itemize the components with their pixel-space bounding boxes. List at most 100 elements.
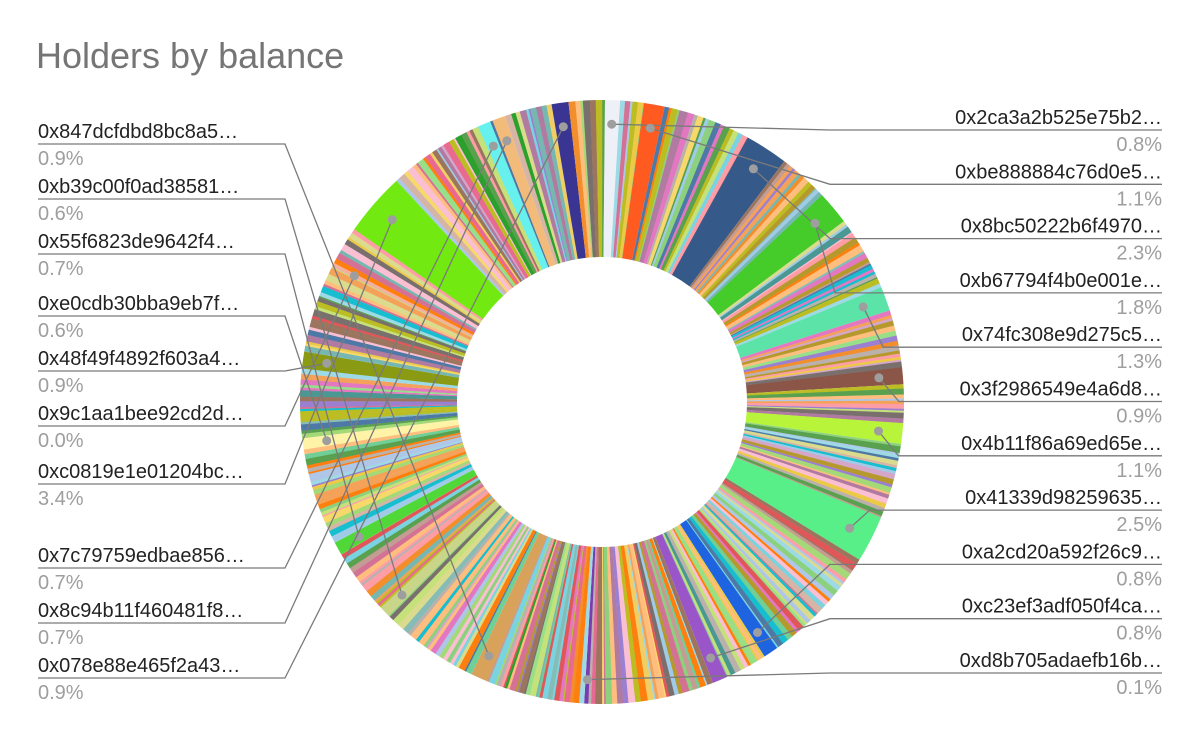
slice-label-percent: 0.0% [38, 430, 84, 452]
minor-slice [641, 111, 689, 264]
minor-slice [320, 454, 468, 516]
slice [622, 102, 665, 261]
leader-line [38, 198, 403, 596]
minor-slice [674, 526, 758, 664]
minor-slice [737, 452, 885, 512]
slice-label-name: 0x8c94b11f460481f8… [38, 600, 243, 622]
minor-slice [331, 466, 474, 543]
minor-slice [439, 524, 526, 659]
minor-slice [665, 530, 741, 674]
minor-slice [580, 100, 593, 258]
slice [380, 500, 500, 616]
slice-label-percent: 0.6% [38, 203, 84, 225]
minor-slice [307, 329, 462, 370]
leader-line [38, 219, 393, 485]
slice-label-name: 0xb67794f4b0e001e… [960, 270, 1162, 292]
minor-slice [314, 446, 465, 501]
minor-slice [745, 422, 902, 447]
minor-slice [632, 106, 670, 261]
minor-slice [486, 536, 548, 683]
minor-slice [745, 353, 901, 381]
minor-slice [744, 350, 901, 379]
minor-slice [601, 547, 605, 704]
minor-slice [615, 101, 633, 258]
minor-slice [553, 545, 582, 701]
minor-slice [719, 224, 849, 318]
minor-slice [704, 188, 817, 300]
minor-slice [718, 487, 847, 583]
chart-title: Holders by balance [36, 35, 344, 76]
leader-line [38, 253, 360, 537]
minor-slice [339, 249, 477, 331]
minor-slice [698, 509, 806, 628]
minor-slice [518, 541, 565, 694]
slice-label-name: 0x9c1aa1bee92cd2d… [38, 403, 244, 425]
minor-slice [448, 138, 531, 278]
leader-line [814, 223, 1162, 294]
minor-slice [746, 405, 904, 411]
slice-label-percent: 0.8% [1116, 623, 1162, 645]
minor-slice [731, 265, 874, 339]
minor-slice [308, 436, 462, 478]
minor-slice [331, 266, 473, 338]
minor-slice [737, 450, 887, 509]
minor-slice [720, 226, 852, 321]
minor-slice [305, 429, 461, 466]
minor-slice [311, 441, 463, 487]
minor-slice [319, 453, 468, 513]
minor-slice [745, 359, 902, 383]
minor-slice [617, 545, 641, 703]
minor-slice [519, 109, 566, 263]
minor-slice [740, 442, 892, 494]
minor-slice [347, 237, 481, 324]
minor-slice [653, 119, 716, 268]
minor-slice [733, 273, 878, 343]
minor-slice [469, 129, 540, 272]
minor-slice [537, 543, 572, 698]
minor-slice [663, 532, 736, 676]
leader-dot [607, 119, 617, 129]
minor-slice [472, 126, 543, 272]
minor-slice [640, 540, 690, 694]
minor-slice [515, 540, 562, 692]
leader-dot [349, 271, 359, 281]
minor-slice [634, 542, 675, 697]
minor-slice [651, 537, 708, 686]
minor-slice [490, 120, 550, 268]
leader-line [587, 672, 1162, 681]
minor-slice [722, 479, 857, 570]
minor-slice [623, 544, 654, 701]
minor-slice [661, 533, 728, 678]
minor-slice [499, 538, 555, 688]
minor-slice [377, 498, 496, 607]
minor-slice [649, 538, 707, 688]
minor-slice [310, 440, 463, 486]
leader-dot [502, 136, 512, 146]
minor-slice [677, 524, 763, 661]
minor-slice [341, 243, 479, 329]
minor-slice [407, 512, 511, 636]
minor-slice [744, 427, 900, 459]
leader-line [38, 143, 490, 657]
minor-slice [399, 173, 508, 295]
slice [736, 287, 890, 359]
minor-slice [509, 539, 561, 692]
leader-dot [583, 675, 592, 685]
minor-slice [312, 442, 464, 491]
minor-slice [715, 490, 842, 592]
minor-slice [324, 279, 470, 346]
leader-line [611, 123, 1162, 131]
minor-slice [573, 546, 592, 704]
minor-slice [699, 508, 808, 626]
minor-slice [706, 192, 823, 303]
slice [603, 100, 621, 258]
minor-slice [523, 542, 566, 695]
leader-dot [322, 436, 332, 446]
minor-slice [425, 153, 520, 285]
minor-slice [635, 108, 679, 262]
leader-line [38, 275, 355, 427]
slice-label-percent: 1.1% [1116, 460, 1162, 482]
minor-slice [632, 543, 667, 698]
minor-slice [341, 475, 479, 559]
minor-slice [311, 315, 464, 362]
